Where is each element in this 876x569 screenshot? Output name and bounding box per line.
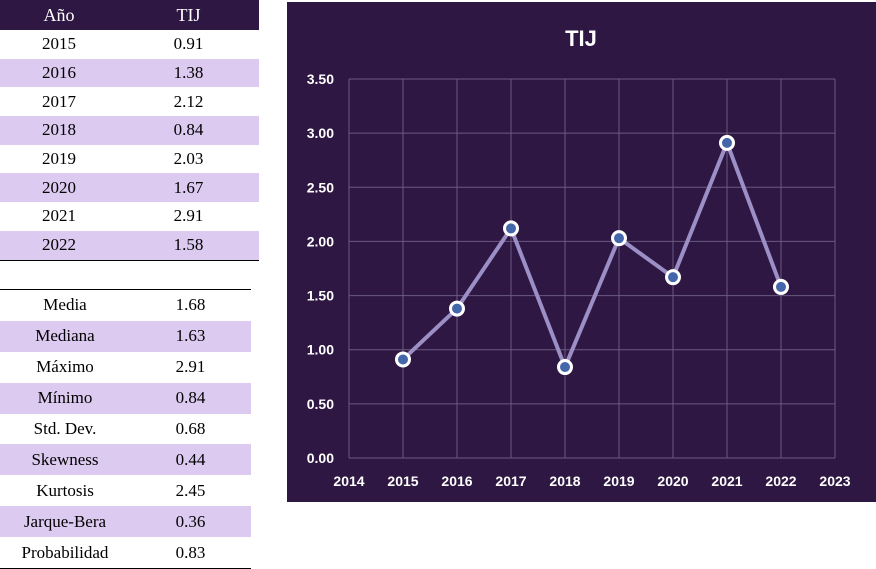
stat-value: 0.83 <box>130 537 251 569</box>
data-point <box>503 220 519 237</box>
data-point <box>611 230 627 247</box>
stats-table-row: Mediana 1.63 <box>0 320 251 352</box>
stat-value: 2.45 <box>175 480 206 500</box>
x-tick-label: 2015 <box>387 473 418 489</box>
stats-table-row: Mínimo 0.84 <box>0 382 251 414</box>
y-tick-label: 3.00 <box>307 125 334 141</box>
stats-table-row: Std. Dev. 0.68 <box>0 414 251 445</box>
tij-cell: 1.38 <box>118 58 259 88</box>
stats-table-row: Kurtosis 2.45 <box>0 475 251 506</box>
line-chart: TIJ 0.00 0.50 1.00 1.50 2.00 2.50 3.00 3.50 2014… <box>307 26 851 489</box>
year-table-row: 2021 2.91 <box>0 202 259 231</box>
year-table-row: 2020 1.67 <box>0 173 259 203</box>
x-tick-label: 2020 <box>657 473 688 489</box>
stat-label: Mínimo <box>0 382 130 414</box>
stat-value: 2.91 <box>175 357 206 377</box>
year-cell: 2017 <box>42 91 76 111</box>
y-tick-label: 0.50 <box>307 396 334 412</box>
stat-value: 1.63 <box>130 320 251 352</box>
stats-table: Media 1.68 Mediana 1.63 Máximo 2.91 Mínimo 0.84… <box>0 289 251 569</box>
data-point <box>665 269 681 286</box>
series-line <box>401 140 783 370</box>
data-point <box>773 278 789 295</box>
x-tick-label: 2014 <box>333 473 364 489</box>
y-tick-label: 1.50 <box>307 288 334 304</box>
y-tick-label: 2.00 <box>307 233 334 249</box>
x-tick-label: 2021 <box>711 473 742 489</box>
year-cell: 2018 <box>0 116 118 145</box>
axis-layer: 0.00 0.50 1.00 1.50 2.00 2.50 3.00 3.50 2014 2015… <box>307 71 851 489</box>
data-point <box>557 359 573 376</box>
year-cell: 2022 <box>0 230 118 261</box>
x-tick-label: 2016 <box>441 473 472 489</box>
stats-table-row: Probabilidad 0.83 <box>0 537 251 569</box>
stat-value: 0.44 <box>130 444 251 476</box>
stats-table-row: Media 1.68 <box>0 290 251 321</box>
tij-cell: 2.03 <box>173 149 204 169</box>
year-table-row: 2015 0.91 <box>0 30 259 59</box>
year-cell: 2015 <box>42 34 76 54</box>
stats-table-row: Máximo 2.91 <box>0 352 251 383</box>
year-cell: 2021 <box>42 206 76 226</box>
stat-label: Jarque-Bera <box>0 506 130 538</box>
stat-label: Skewness <box>0 444 130 476</box>
tij-cell: 2.91 <box>173 206 204 226</box>
year-table-row: 2017 2.12 <box>0 87 259 116</box>
tij-cell: 2.12 <box>173 91 204 111</box>
year-cell: 2020 <box>0 173 118 203</box>
stat-label: Mediana <box>0 320 130 352</box>
header-year: Año <box>0 0 118 30</box>
stats-table-row: Skewness 0.44 <box>0 444 251 476</box>
x-tick-label: 2017 <box>495 473 526 489</box>
data-point <box>719 134 735 151</box>
point-layer <box>395 134 789 376</box>
chart-title: TIJ <box>565 26 597 51</box>
year-cell: 2016 <box>0 58 118 88</box>
line-layer <box>401 140 783 370</box>
x-tick-label: 2019 <box>603 473 634 489</box>
stat-value: 0.36 <box>130 506 251 538</box>
y-tick-label: 2.50 <box>307 179 334 195</box>
tij-cell: 0.91 <box>173 34 204 54</box>
stat-value: 1.68 <box>175 295 206 315</box>
year-table-header: Año TIJ <box>0 0 259 30</box>
grid-layer <box>348 78 836 459</box>
stat-value: 0.68 <box>175 419 206 438</box>
stat-label: Probabilidad <box>0 537 130 569</box>
stats-table-row: Jarque-Bera 0.36 <box>0 506 251 538</box>
data-point <box>395 351 411 368</box>
x-tick-label: 2022 <box>765 473 796 489</box>
year-table-body: 2015 0.91 2016 1.38 2017 2.12 2018 0.84 2019 2.03… <box>0 30 259 261</box>
x-tick-label: 2018 <box>549 473 580 489</box>
chart-panel: TIJ 0.00 0.50 1.00 1.50 2.00 2.50 3.00 3.50 2014… <box>287 2 876 502</box>
tij-cell: 1.67 <box>118 173 259 203</box>
year-table-row: 2019 2.03 <box>0 145 259 174</box>
tij-cell: 1.58 <box>118 230 259 261</box>
x-tick-label: 2023 <box>819 473 850 489</box>
year-table: Año TIJ 2015 0.91 2016 1.38 2017 2.12 2018 0.84… <box>0 0 259 261</box>
y-tick-label: 0.00 <box>307 450 334 466</box>
year-table-row: 2018 0.84 <box>0 116 259 145</box>
year-table-row: 2022 1.58 <box>0 230 259 261</box>
stats-table-body: Media 1.68 Mediana 1.63 Máximo 2.91 Mínimo 0.84… <box>0 290 251 569</box>
y-tick-label: 3.50 <box>307 71 334 87</box>
year-cell: 2019 <box>42 149 76 169</box>
data-point <box>449 300 465 317</box>
header-tij: TIJ <box>118 0 259 30</box>
year-table-row: 2016 1.38 <box>0 58 259 88</box>
y-tick-label: 1.00 <box>307 342 334 358</box>
stat-value: 0.84 <box>130 382 251 414</box>
stat-label: Kurtosis <box>36 480 94 500</box>
stat-label: Máximo <box>36 357 94 377</box>
stat-label: Media <box>43 295 87 315</box>
stat-label: Std. Dev. <box>33 419 97 438</box>
tij-cell: 0.84 <box>118 116 259 145</box>
